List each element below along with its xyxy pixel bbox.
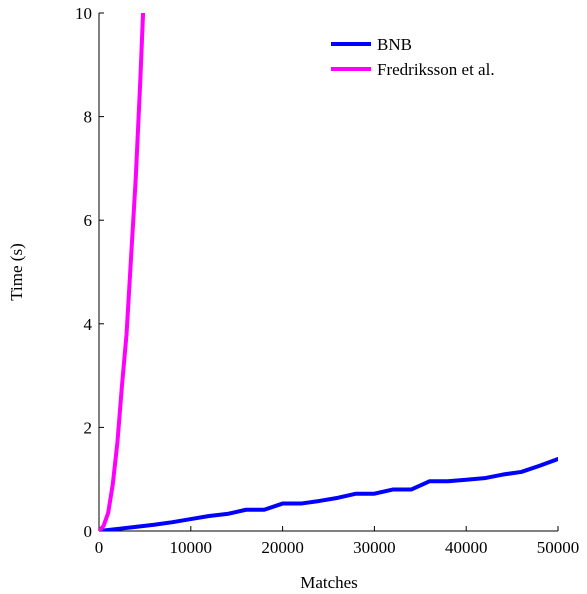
x-tick-label: 30000 xyxy=(353,538,396,557)
y-axis-title: Time (s) xyxy=(7,243,26,300)
x-tick-label: 20000 xyxy=(261,538,304,557)
series-lines xyxy=(99,13,558,531)
y-tick-label: 4 xyxy=(84,315,93,334)
x-tick-label: 10000 xyxy=(170,538,213,557)
x-tick-label: 50000 xyxy=(537,538,580,557)
y-tick-label: 0 xyxy=(84,522,93,541)
y-tick-label: 6 xyxy=(84,211,93,230)
x-tick-label: 0 xyxy=(95,538,104,557)
axes xyxy=(98,13,558,532)
x-tick-label: 40000 xyxy=(445,538,488,557)
series-line-bnb xyxy=(99,457,558,531)
ticks: 0 10000 20000 30000 40000 50000 0 2 4 6 8 10 xyxy=(75,4,579,557)
legend: BNB Fredriksson et al. xyxy=(331,35,495,79)
y-tick-label: 8 xyxy=(84,108,93,127)
legend-label: BNB xyxy=(377,35,412,54)
x-axis-title: Matches xyxy=(300,573,358,592)
y-tick-label: 2 xyxy=(84,418,93,437)
legend-label: Fredriksson et al. xyxy=(377,60,495,79)
series-line-fredriksson-et-al xyxy=(99,13,146,531)
y-tick-label: 10 xyxy=(75,4,92,23)
